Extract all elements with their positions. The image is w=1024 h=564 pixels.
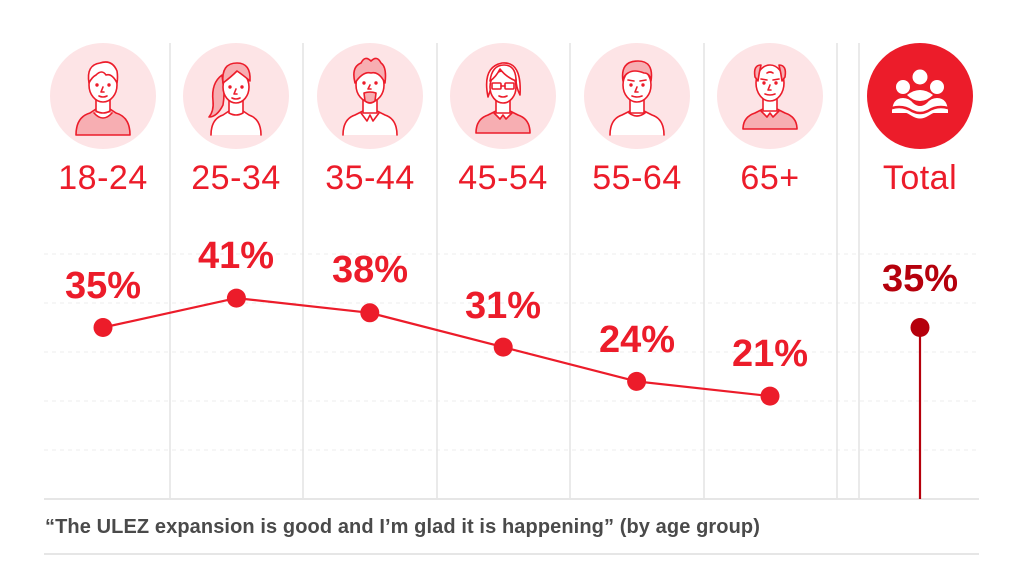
age-label-45-54: 45-54 <box>458 159 548 197</box>
avatar-18-24 <box>50 43 156 149</box>
age-label-35-44: 35-44 <box>325 159 415 197</box>
avatar-55-64 <box>584 43 690 149</box>
data-point <box>627 371 647 391</box>
middle-aged-man-icon <box>584 43 690 149</box>
young-woman-ponytail-icon <box>183 43 289 149</box>
woman-glasses-icon <box>450 43 556 149</box>
avatar-25-34 <box>183 43 289 149</box>
data-point <box>760 386 780 406</box>
total-point <box>910 318 930 337</box>
value-label-45-54: 31% <box>464 285 542 327</box>
age-label-25-34: 25-34 <box>191 159 281 197</box>
avatar-45-54 <box>450 43 556 149</box>
avatar-65-plus <box>717 43 823 149</box>
data-point <box>226 288 246 308</box>
age-label-65-plus: 65+ <box>740 159 800 197</box>
young-man-icon <box>50 43 156 149</box>
avatar-total <box>867 43 973 149</box>
value-label-25-34: 41% <box>197 235 275 277</box>
elderly-man-icon <box>717 43 823 149</box>
age-label-55-64: 55-64 <box>592 159 682 197</box>
avatar-35-44 <box>317 43 423 149</box>
value-label-18-24: 35% <box>64 265 142 307</box>
data-point <box>93 318 113 337</box>
value-label-65-plus: 21% <box>731 333 809 375</box>
age-label-18-24: 18-24 <box>58 159 148 197</box>
group-people-icon <box>867 43 973 149</box>
data-point <box>493 337 513 357</box>
value-label-35-44: 38% <box>331 249 409 291</box>
bearded-man-icon <box>317 43 423 149</box>
value-label-55-64: 24% <box>598 319 676 361</box>
chart-caption: “The ULEZ expansion is good and I’m glad… <box>45 516 761 538</box>
data-point <box>360 303 380 323</box>
value-label-total: 35% <box>881 258 959 300</box>
series-line <box>102 296 771 398</box>
caption-bottom-rule <box>44 553 979 555</box>
total-label: Total <box>882 159 958 197</box>
